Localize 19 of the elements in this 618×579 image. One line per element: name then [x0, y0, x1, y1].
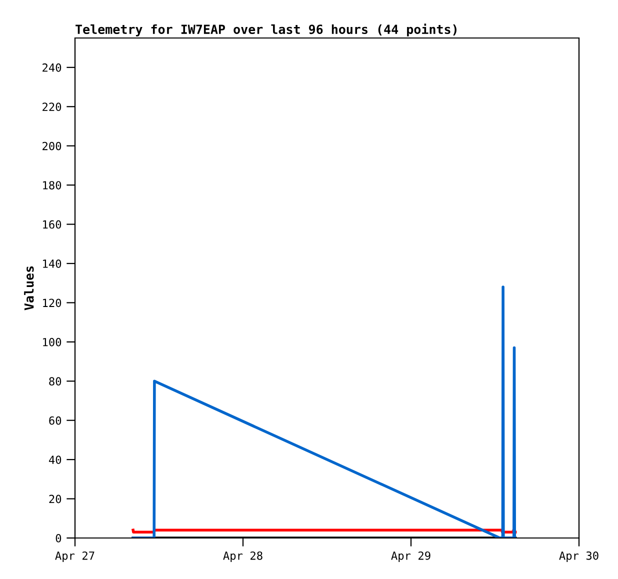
y-tick-label: 40	[48, 456, 62, 464]
x-tick-label: Apr 27	[55, 551, 94, 562]
chart-title: Telemetry for IW7EAP over last 96 hours (44 points)	[76, 24, 456, 36]
y-tick-label: 200	[42, 142, 62, 150]
x-tick-label: Apr 29	[391, 551, 430, 562]
y-tick-label: 0	[56, 534, 62, 542]
y-tick-label: 60	[49, 416, 62, 425]
y-tick-label: 180	[43, 181, 62, 190]
y-tick-label: 120	[43, 298, 62, 308]
x-tick-label: Apr 30	[559, 551, 598, 562]
y-tick-label: 100	[43, 338, 62, 346]
y-tick-label: 220	[42, 102, 62, 112]
y-tick-label: 20	[49, 494, 62, 504]
y-axis-title: Values	[24, 266, 34, 310]
y-tick-label: 160	[43, 220, 62, 229]
y-tick-label: 80	[49, 377, 62, 386]
y-tick-label: 140	[43, 259, 62, 268]
x-tick-label: Apr 28	[223, 551, 262, 562]
y-tick-label: 240	[42, 63, 62, 72]
